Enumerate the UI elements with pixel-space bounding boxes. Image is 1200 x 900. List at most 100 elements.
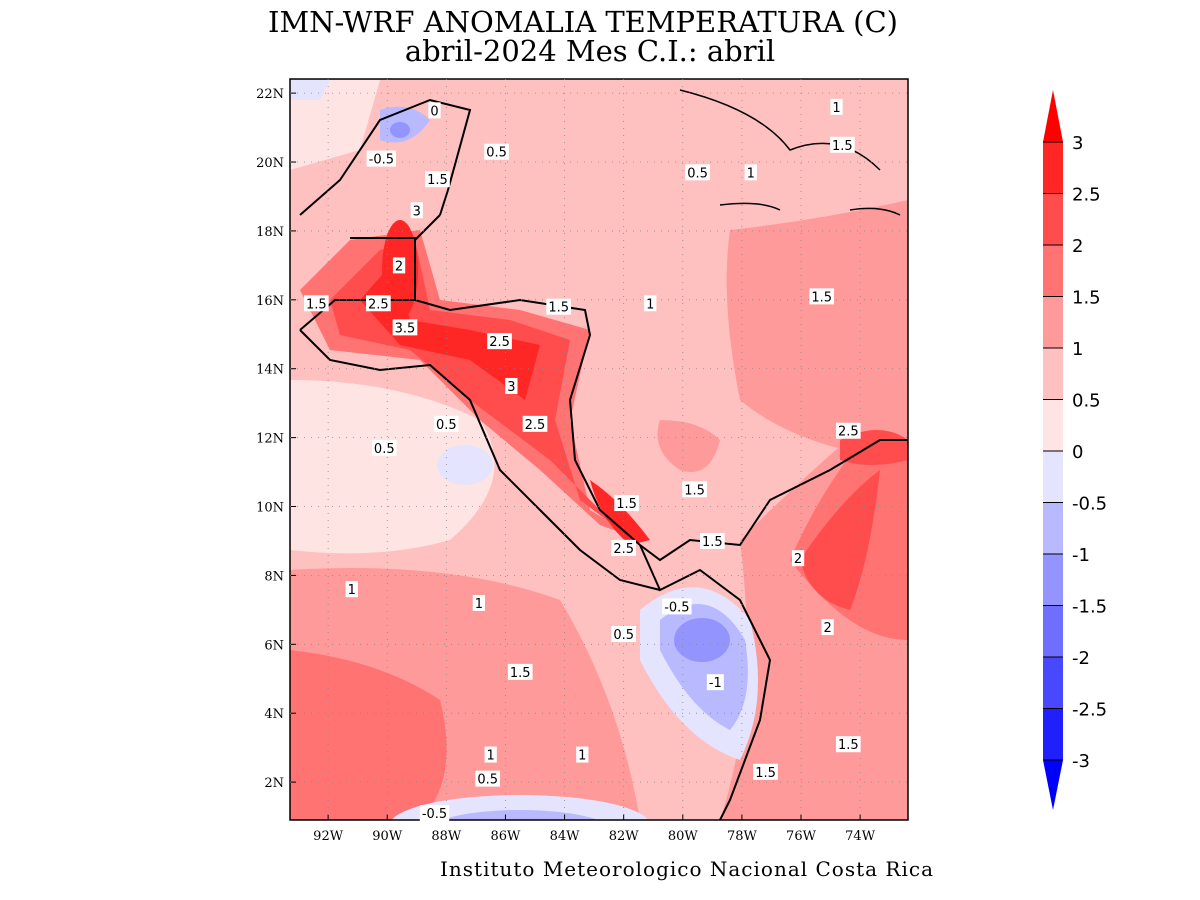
contour-label-text: 2: [395, 259, 403, 274]
contour-label: -0.5: [662, 598, 692, 615]
contour-label: 3: [505, 377, 518, 395]
contour-label-bg: [682, 481, 707, 498]
colorbar-label: 1.5: [1072, 288, 1101, 309]
contour-label: 1: [345, 581, 358, 598]
colorbar-bin: [1043, 399, 1063, 451]
contour-label: 0.5: [434, 415, 459, 433]
contour-label-bg: [472, 594, 485, 611]
contour-label-bg: [830, 98, 843, 115]
contour-label-text: 1.5: [838, 738, 859, 753]
contour-label-text: -0.5: [369, 153, 394, 168]
credit: Instituto Meteorologico Nacional Costa R…: [440, 857, 934, 881]
contour-label-text: -0.5: [422, 807, 447, 822]
contour-label-bg: [791, 550, 805, 567]
contour-label-text: -0.5: [664, 600, 689, 615]
contour-label: 1.5: [682, 481, 707, 498]
colorbar-label: 2.5: [1072, 185, 1101, 206]
contour-label-text: 0.5: [687, 166, 708, 181]
contour-label-bg: [611, 625, 637, 642]
colorbar-over: [1043, 90, 1063, 142]
lon-tick-label: 76W: [786, 829, 817, 844]
contour-label-bg: [345, 581, 358, 598]
anomaly-field: [290, 79, 908, 820]
lon-tick-label: 78W: [727, 829, 758, 844]
contour-label-text: 2.5: [489, 335, 510, 350]
title: IMN-WRF ANOMALIA TEMPERATURA (C): [268, 5, 898, 39]
contour-label: -0.5: [419, 805, 450, 822]
contour-label: 1.5: [700, 532, 725, 550]
contour-label: 2.5: [835, 422, 861, 440]
contour-label: 0.5: [371, 439, 397, 457]
lon-tick-label: 84W: [550, 829, 581, 844]
colorbar-label: -0.5: [1072, 494, 1107, 515]
contour-label-text: 0: [430, 104, 438, 119]
contour-label-text: 0.5: [436, 418, 457, 433]
contour-label: 1: [484, 746, 497, 764]
contour-label-text: 3: [507, 380, 515, 395]
lat-tick-label: 18N: [256, 225, 284, 240]
contour-label-bg: [475, 770, 501, 787]
contour-label-text: 1.5: [811, 290, 832, 305]
subtitle: abril-2024 Mes C.I.: abril: [405, 34, 775, 68]
lat-tick-label: 8N: [264, 569, 284, 584]
contour-label-bg: [371, 439, 397, 456]
lon-tick-label: 90W: [372, 829, 403, 844]
contour-label-bg: [546, 298, 572, 315]
contour-label-bg: [644, 295, 657, 312]
lat-tick-label: 4N: [264, 707, 284, 722]
contour-label-text: 2: [823, 621, 831, 636]
colorbar-bin: [1043, 451, 1063, 503]
contour-label: 1: [644, 295, 657, 312]
contour-label-text: 1.5: [306, 297, 327, 312]
contour-label-text: 1: [578, 749, 586, 764]
contour-label-text: 1.5: [832, 139, 853, 154]
contour-label-text: 2.5: [368, 297, 389, 312]
lat-tick-label: 16N: [256, 294, 284, 309]
contour-label: 2: [791, 550, 805, 567]
lat-tick-label: 14N: [256, 363, 284, 378]
lat-tick-label: 22N: [256, 87, 284, 102]
colorbar-label: 0: [1072, 442, 1083, 463]
contour-label-text: 1: [348, 583, 356, 598]
contour-label: 2.5: [522, 415, 548, 433]
contour-label: 0.5: [685, 164, 710, 181]
colorbar-label: -2: [1072, 648, 1090, 669]
colorbar-label: 1: [1072, 339, 1083, 360]
lon-tick-label: 74W: [845, 829, 876, 844]
contour-label-text: 0.5: [374, 442, 395, 457]
colorbar-bin: [1043, 708, 1063, 760]
lat-tick-label: 12N: [256, 432, 284, 447]
contour-label: -1: [706, 674, 724, 691]
contour-label-bg: [830, 136, 855, 153]
contour-label-bg: [821, 619, 834, 636]
contour-label-text: 1.5: [510, 666, 531, 681]
contour-label: 1.5: [614, 495, 639, 512]
colorbar-bin: [1043, 193, 1063, 245]
contour-label: 3: [410, 202, 423, 219]
lat-tick-label: 20N: [256, 156, 284, 171]
contour-label-text: 1: [747, 166, 755, 181]
colorbar-label: 0.5: [1072, 391, 1101, 412]
contour-label: 2: [821, 619, 834, 636]
contour-label-text: 1: [487, 749, 495, 764]
lon-tick-label: 86W: [491, 829, 522, 844]
contour-label-text: 1.5: [548, 301, 569, 316]
colorbar-bin: [1043, 245, 1063, 297]
colorbar-bin: [1043, 657, 1063, 709]
contour-label: 1.5: [753, 763, 778, 781]
contour-label: 1.5: [830, 136, 855, 154]
contour-label: 2.5: [487, 333, 512, 350]
contour-label-bg: [484, 746, 497, 763]
contour-label-bg: [303, 295, 329, 312]
contour-label: 1.5: [507, 663, 533, 681]
contour-label: 1: [472, 594, 485, 612]
contour-label: 2: [392, 257, 406, 274]
lon-tick-label: 88W: [431, 829, 462, 844]
colorbar-bin: [1043, 296, 1063, 348]
contour-label: 2.5: [366, 295, 391, 312]
contour-label: -0.5: [366, 150, 397, 168]
contour-label-bg: [706, 674, 724, 691]
lat-tick-label: 10N: [256, 501, 284, 516]
lon-tick-label: 80W: [668, 829, 699, 844]
